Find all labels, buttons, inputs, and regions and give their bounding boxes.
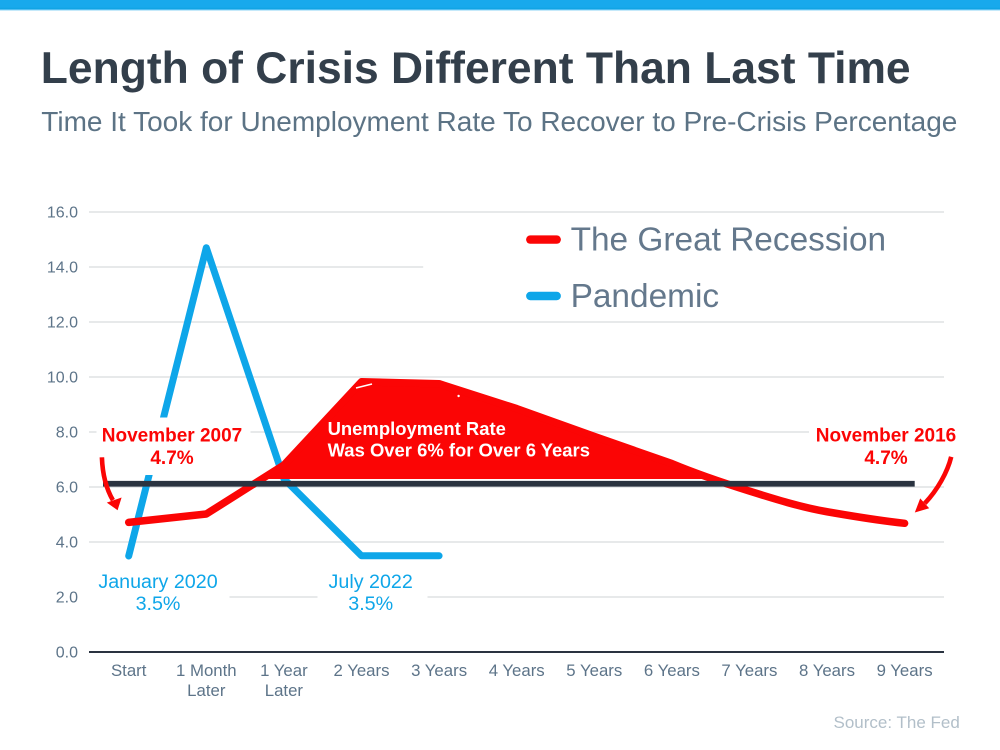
svg-text:14.0: 14.0 bbox=[47, 260, 78, 277]
svg-text:4.7%: 4.7% bbox=[864, 448, 907, 469]
svg-text:Unemployment Rate: Unemployment Rate bbox=[328, 418, 506, 439]
svg-text:November 2007: November 2007 bbox=[102, 426, 242, 447]
svg-text:Was Over 6% for Over 6 Years: Was Over 6% for Over 6 Years bbox=[328, 440, 590, 461]
svg-text:9 Years: 9 Years bbox=[877, 661, 933, 680]
svg-text:12.0: 12.0 bbox=[47, 315, 78, 332]
svg-text:4.7%: 4.7% bbox=[150, 448, 193, 469]
svg-text:January 2020: January 2020 bbox=[98, 571, 217, 593]
svg-text:4 Years: 4 Years bbox=[489, 661, 545, 680]
svg-text:November 2016: November 2016 bbox=[816, 426, 956, 447]
svg-text:July 2022: July 2022 bbox=[329, 571, 413, 593]
svg-text:3.5%: 3.5% bbox=[348, 593, 393, 615]
svg-text:1 Month: 1 Month bbox=[176, 661, 237, 680]
svg-text:3 Years: 3 Years bbox=[411, 661, 467, 680]
svg-text:16.0: 16.0 bbox=[47, 205, 78, 222]
svg-text:8.0: 8.0 bbox=[56, 425, 78, 442]
svg-text:4.0: 4.0 bbox=[56, 535, 78, 552]
svg-text:1 Year: 1 Year bbox=[260, 661, 308, 680]
svg-text:8 Years: 8 Years bbox=[799, 661, 855, 680]
svg-text:0.0: 0.0 bbox=[56, 645, 78, 662]
svg-text:Pandemic: Pandemic bbox=[571, 278, 719, 315]
svg-text:The Great Recession: The Great Recession bbox=[571, 222, 887, 259]
svg-text:3.5%: 3.5% bbox=[136, 593, 181, 615]
svg-text:Start: Start bbox=[111, 661, 147, 680]
svg-text:Later: Later bbox=[187, 681, 226, 700]
svg-text:2 Years: 2 Years bbox=[334, 661, 390, 680]
svg-text:6.0: 6.0 bbox=[56, 480, 78, 497]
svg-text:7 Years: 7 Years bbox=[721, 661, 777, 680]
svg-text:10.0: 10.0 bbox=[47, 370, 78, 387]
svg-text:2.0: 2.0 bbox=[56, 590, 78, 607]
svg-text:Later: Later bbox=[265, 681, 304, 700]
svg-text:6 Years: 6 Years bbox=[644, 661, 700, 680]
svg-text:5 Years: 5 Years bbox=[566, 661, 622, 680]
